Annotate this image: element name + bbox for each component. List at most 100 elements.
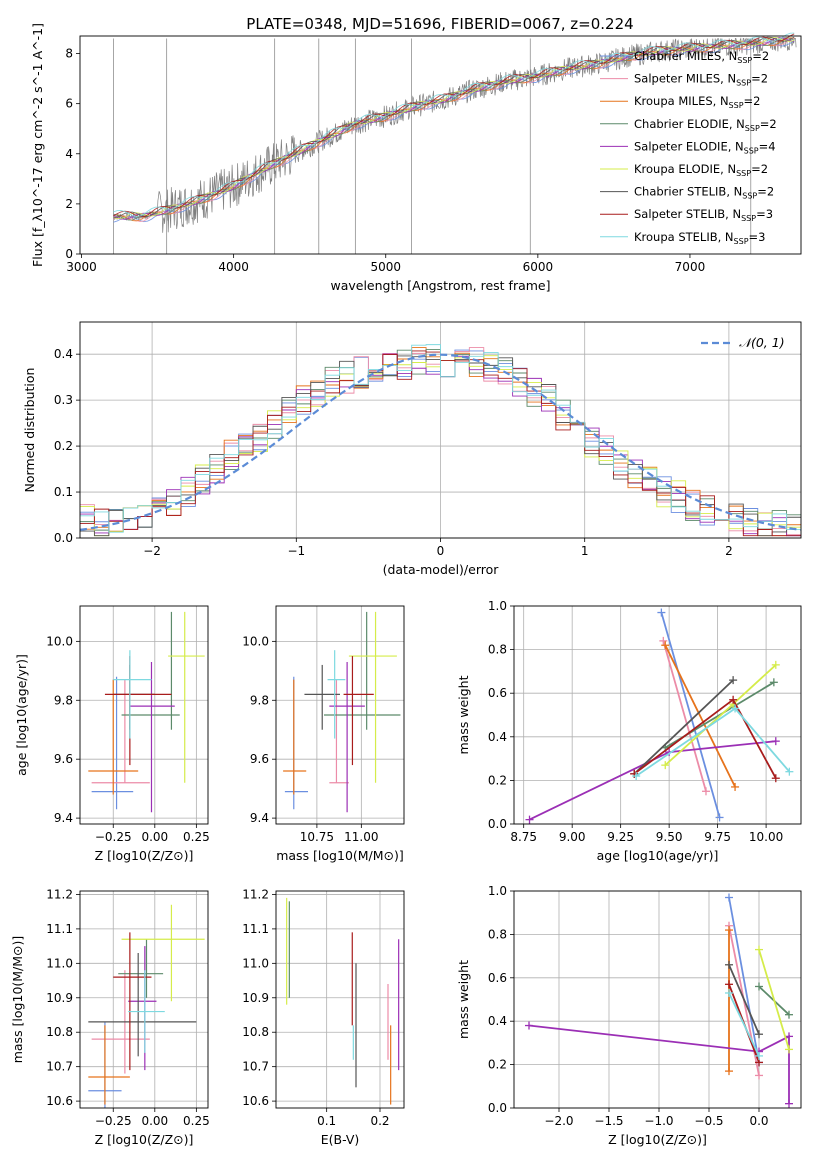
y-tick-label: 11.2 bbox=[46, 887, 73, 901]
legend-entry: 𝒩(0, 1) bbox=[739, 335, 785, 350]
y-tick-label: 11.0 bbox=[242, 956, 269, 970]
y-axis-label: mass weight bbox=[456, 960, 471, 1039]
y-axis-label: mass weight bbox=[456, 675, 471, 754]
x-tick-label: 6000 bbox=[523, 260, 554, 274]
x-axis-label: E(B-V) bbox=[321, 1132, 360, 1147]
y-tick-label: 10.9 bbox=[46, 991, 73, 1005]
legend-entry: Salpeter MILES, NSSP=2 bbox=[634, 72, 768, 88]
weight-line bbox=[660, 612, 721, 818]
y-tick-label: 2 bbox=[65, 197, 73, 211]
axes-frame bbox=[275, 605, 405, 825]
residual-legend: 𝒩(0, 1) bbox=[701, 335, 785, 350]
x-axis-label: Z [log10(Z/Z⊙)] bbox=[95, 1132, 194, 1147]
legend-entry: Chabrier STELIB, NSSP=2 bbox=[634, 185, 774, 201]
x-tick-label: 0.25 bbox=[183, 830, 210, 844]
spectrum-data-line bbox=[113, 37, 797, 233]
y-tick-label: 10.7 bbox=[46, 1060, 73, 1074]
axes-frame bbox=[79, 35, 802, 255]
x-axis-label: wavelength [Angstrom, rest frame] bbox=[330, 278, 550, 293]
x-tick-label: 9.00 bbox=[559, 830, 586, 844]
y-axis-label: Flux [f_λ10^-17 erg cm^-2 s^-1 A^-1] bbox=[30, 23, 45, 267]
y-tick-label: 0.4 bbox=[54, 347, 73, 361]
axes-frame bbox=[513, 890, 802, 1109]
weight-line bbox=[633, 679, 734, 775]
x-tick-label: 10.00 bbox=[749, 830, 783, 844]
y-tick-label: 10.0 bbox=[46, 634, 73, 648]
y-tick-label: 0.2 bbox=[54, 439, 73, 453]
x-tick-label: −0.5 bbox=[694, 1114, 723, 1128]
x-tick-label: 0.25 bbox=[183, 1114, 210, 1128]
legend-entry: Chabrier ELODIE, NSSP=2 bbox=[634, 117, 777, 133]
x-tick-label: −1 bbox=[287, 544, 305, 558]
figure-title: PLATE=0348, MJD=51696, FIBERID=0067, z=0… bbox=[246, 15, 633, 33]
y-tick-label: 0.8 bbox=[488, 927, 507, 941]
y-tick-label: 9.4 bbox=[250, 811, 269, 825]
x-tick-label: 0.00 bbox=[141, 830, 168, 844]
axes-frame bbox=[513, 605, 802, 825]
x-tick-label: 9.50 bbox=[656, 830, 683, 844]
x-axis-label: Z [log10(Z/Z⊙)] bbox=[608, 1132, 707, 1147]
x-tick-label: 10.75 bbox=[300, 830, 334, 844]
x-axis-label: mass [log10(M/M⊙)] bbox=[276, 848, 404, 863]
weight-line bbox=[728, 897, 760, 1063]
y-tick-label: 9.6 bbox=[250, 752, 269, 766]
x-tick-label: −2.0 bbox=[544, 1114, 573, 1128]
x-tick-label: −0.25 bbox=[95, 1114, 132, 1128]
x-tick-label: 7000 bbox=[675, 260, 706, 274]
axes-frame bbox=[275, 890, 405, 1109]
x-tick-label: 8.75 bbox=[510, 830, 537, 844]
y-tick-label: 10.8 bbox=[46, 1025, 73, 1039]
y-axis-label: mass [log10(M/M⊙)] bbox=[10, 936, 25, 1064]
residual-histogram bbox=[80, 344, 801, 533]
y-tick-label: 6 bbox=[65, 97, 73, 111]
y-tick-label: 9.4 bbox=[54, 811, 73, 825]
legend-entry: Salpeter STELIB, NSSP=3 bbox=[634, 207, 773, 223]
x-axis-label: (data-model)/error bbox=[383, 562, 500, 577]
y-tick-label: 9.8 bbox=[250, 693, 269, 707]
y-axis-label: age [log10(age/yr)] bbox=[14, 654, 29, 776]
weight-line bbox=[728, 992, 760, 1057]
x-tick-label: 0.1 bbox=[317, 1114, 336, 1128]
y-tick-label: 0.1 bbox=[54, 485, 73, 499]
y-tick-label: 0 bbox=[65, 247, 73, 261]
weight-line bbox=[662, 640, 707, 792]
model-fit-line bbox=[113, 32, 795, 217]
normal-reference-curve bbox=[79, 353, 802, 531]
y-tick-label: 0.0 bbox=[488, 817, 507, 831]
legend-entry: Kroupa MILES, NSSP=2 bbox=[634, 94, 760, 110]
y-tick-label: 10.6 bbox=[242, 1094, 269, 1108]
spectrum-panel: 3000 4000 5000 6000 7000 0 2 4 6 8 wavelength [Ang… bbox=[30, 23, 802, 293]
y-tick-label: 0.0 bbox=[54, 531, 73, 545]
y-tick-label: 0.8 bbox=[488, 643, 507, 657]
mass_vs_Z-panel: −0.25 0.00 0.25 10.6 10.7 10.8 10.9 11.0 11.1 11.… bbox=[10, 887, 210, 1147]
residuals-panel: −2 −1 0 1 2 0.0 0.1 0.2 0.3 0.4 (data-model)/error… bbox=[22, 321, 802, 577]
x-tick-label: 4000 bbox=[218, 260, 249, 274]
y-tick-label: 10.8 bbox=[242, 1025, 269, 1039]
legend-entry: Chabrier MILES, NSSP=2 bbox=[634, 49, 769, 65]
axes-frame bbox=[79, 890, 209, 1109]
weight-line bbox=[758, 949, 790, 1050]
x-tick-label: −0.25 bbox=[95, 830, 132, 844]
x-tick-label: −1.5 bbox=[594, 1114, 623, 1128]
weight-line bbox=[664, 644, 736, 788]
legend-entry: Kroupa ELODIE, NSSP=2 bbox=[634, 162, 768, 178]
weight_vs_Z-panel: −2.0 −1.5 −1.0 −0.5 0.0 0.0 0.2 0.4 0.6 0.8 1.0 Z [… bbox=[456, 884, 802, 1147]
spectrum-legend: Chabrier MILES, NSSP=2 Salpeter MILES, NS… bbox=[600, 49, 777, 246]
y-tick-label: 10.9 bbox=[242, 991, 269, 1005]
axes-frame bbox=[79, 321, 802, 539]
x-axis-label: age [log10(age/yr)] bbox=[597, 848, 719, 863]
x-tick-label: 2 bbox=[725, 544, 733, 558]
y-tick-label: 0.6 bbox=[488, 971, 507, 985]
x-tick-label: −1.0 bbox=[644, 1114, 673, 1128]
y-tick-label: 10.6 bbox=[46, 1094, 73, 1108]
x-tick-label: 9.25 bbox=[607, 830, 634, 844]
y-tick-label: 9.6 bbox=[54, 752, 73, 766]
weight-line bbox=[728, 964, 760, 1035]
y-tick-label: 1.0 bbox=[488, 599, 507, 613]
y-tick-label: 10.0 bbox=[242, 634, 269, 648]
mass_vs_ebv-panel: 0.1 0.2 10.6 10.7 10.8 10.9 11.0 11.1 11.2 E(B-V) bbox=[242, 887, 405, 1147]
y-axis-label: Normed distribution bbox=[22, 368, 37, 493]
model-fit-line bbox=[113, 36, 795, 219]
x-tick-label: 0.2 bbox=[370, 1114, 389, 1128]
y-tick-label: 0.3 bbox=[54, 393, 73, 407]
